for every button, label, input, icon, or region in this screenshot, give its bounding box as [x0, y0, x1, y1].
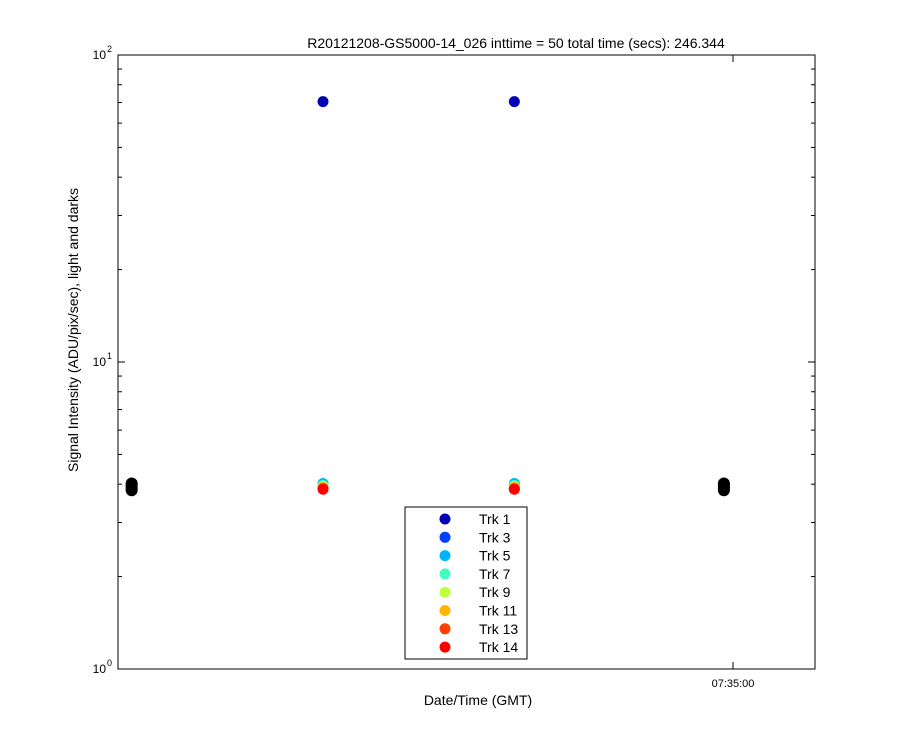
legend-marker	[439, 641, 451, 653]
y-tick-label: 10 1	[93, 351, 112, 369]
chart-title: R20121208-GS5000-14_026 inttime = 50 tot…	[307, 35, 725, 51]
y-tick-label-exponent: 2	[107, 44, 112, 54]
legend-label: Trk 1	[479, 511, 511, 527]
legend-marker	[439, 623, 451, 635]
legend-marker	[439, 568, 451, 580]
legend-label: Trk 5	[479, 548, 511, 564]
dark-point	[125, 477, 138, 490]
legend-box	[404, 506, 528, 660]
y-tick-label-base: 10	[93, 355, 107, 369]
x-axis-label: Date/Time (GMT)	[424, 692, 532, 708]
legend-item-trk-13: Trk 13	[439, 621, 518, 637]
legend-item-trk-5: Trk 5	[439, 548, 511, 564]
y-tick-label-base: 10	[93, 662, 107, 676]
legend-item-trk-1: Trk 1	[439, 511, 511, 527]
legend-marker	[439, 531, 451, 543]
y-tick-label-exponent: 0	[107, 658, 112, 668]
legend-label: Trk 14	[479, 639, 518, 655]
data-point-trk-1	[508, 96, 520, 108]
y-tick-label-exponent: 1	[107, 351, 112, 361]
y-tick-label: 10 2	[93, 44, 112, 62]
legend-marker	[439, 605, 451, 616]
x-axis-ticks: 07:35:00	[712, 55, 755, 690]
legend-item-trk-11: Trk 11	[439, 603, 517, 619]
legend-marker	[439, 550, 451, 562]
legend-marker	[439, 586, 451, 598]
legend-item-trk-9: Trk 9	[439, 584, 511, 600]
y-tick-label: 10 0	[93, 658, 112, 676]
legend-label: Trk 7	[479, 566, 511, 582]
legend-label: Trk 13	[479, 621, 518, 637]
data-point-trk-14	[508, 483, 520, 495]
legend-item-trk-3: Trk 3	[439, 529, 511, 545]
data-point-trk-1	[317, 96, 329, 108]
dark-point	[717, 477, 730, 490]
legend-item-trk-14: Trk 14	[439, 639, 518, 655]
legend-label: Trk 9	[479, 584, 511, 600]
x-tick-label: 07:35:00	[712, 678, 755, 690]
y-axis-ticks	[118, 54, 815, 670]
legend: Trk 1 Trk 3 Trk 5 Trk 7 Trk 9 Trk 11 Trk 13 Trk…	[404, 506, 528, 660]
y-tick-label-base: 10	[93, 48, 107, 62]
legend-marker	[439, 513, 451, 525]
legend-label: Trk 11	[479, 603, 517, 619]
data-point-trk-14	[317, 483, 329, 495]
legend-label: Trk 3	[479, 529, 511, 545]
data-points	[125, 96, 730, 497]
y-axis-label: Signal Intensity (ADU/pix/sec), light an…	[65, 188, 81, 472]
legend-item-trk-7: Trk 7	[439, 566, 511, 582]
